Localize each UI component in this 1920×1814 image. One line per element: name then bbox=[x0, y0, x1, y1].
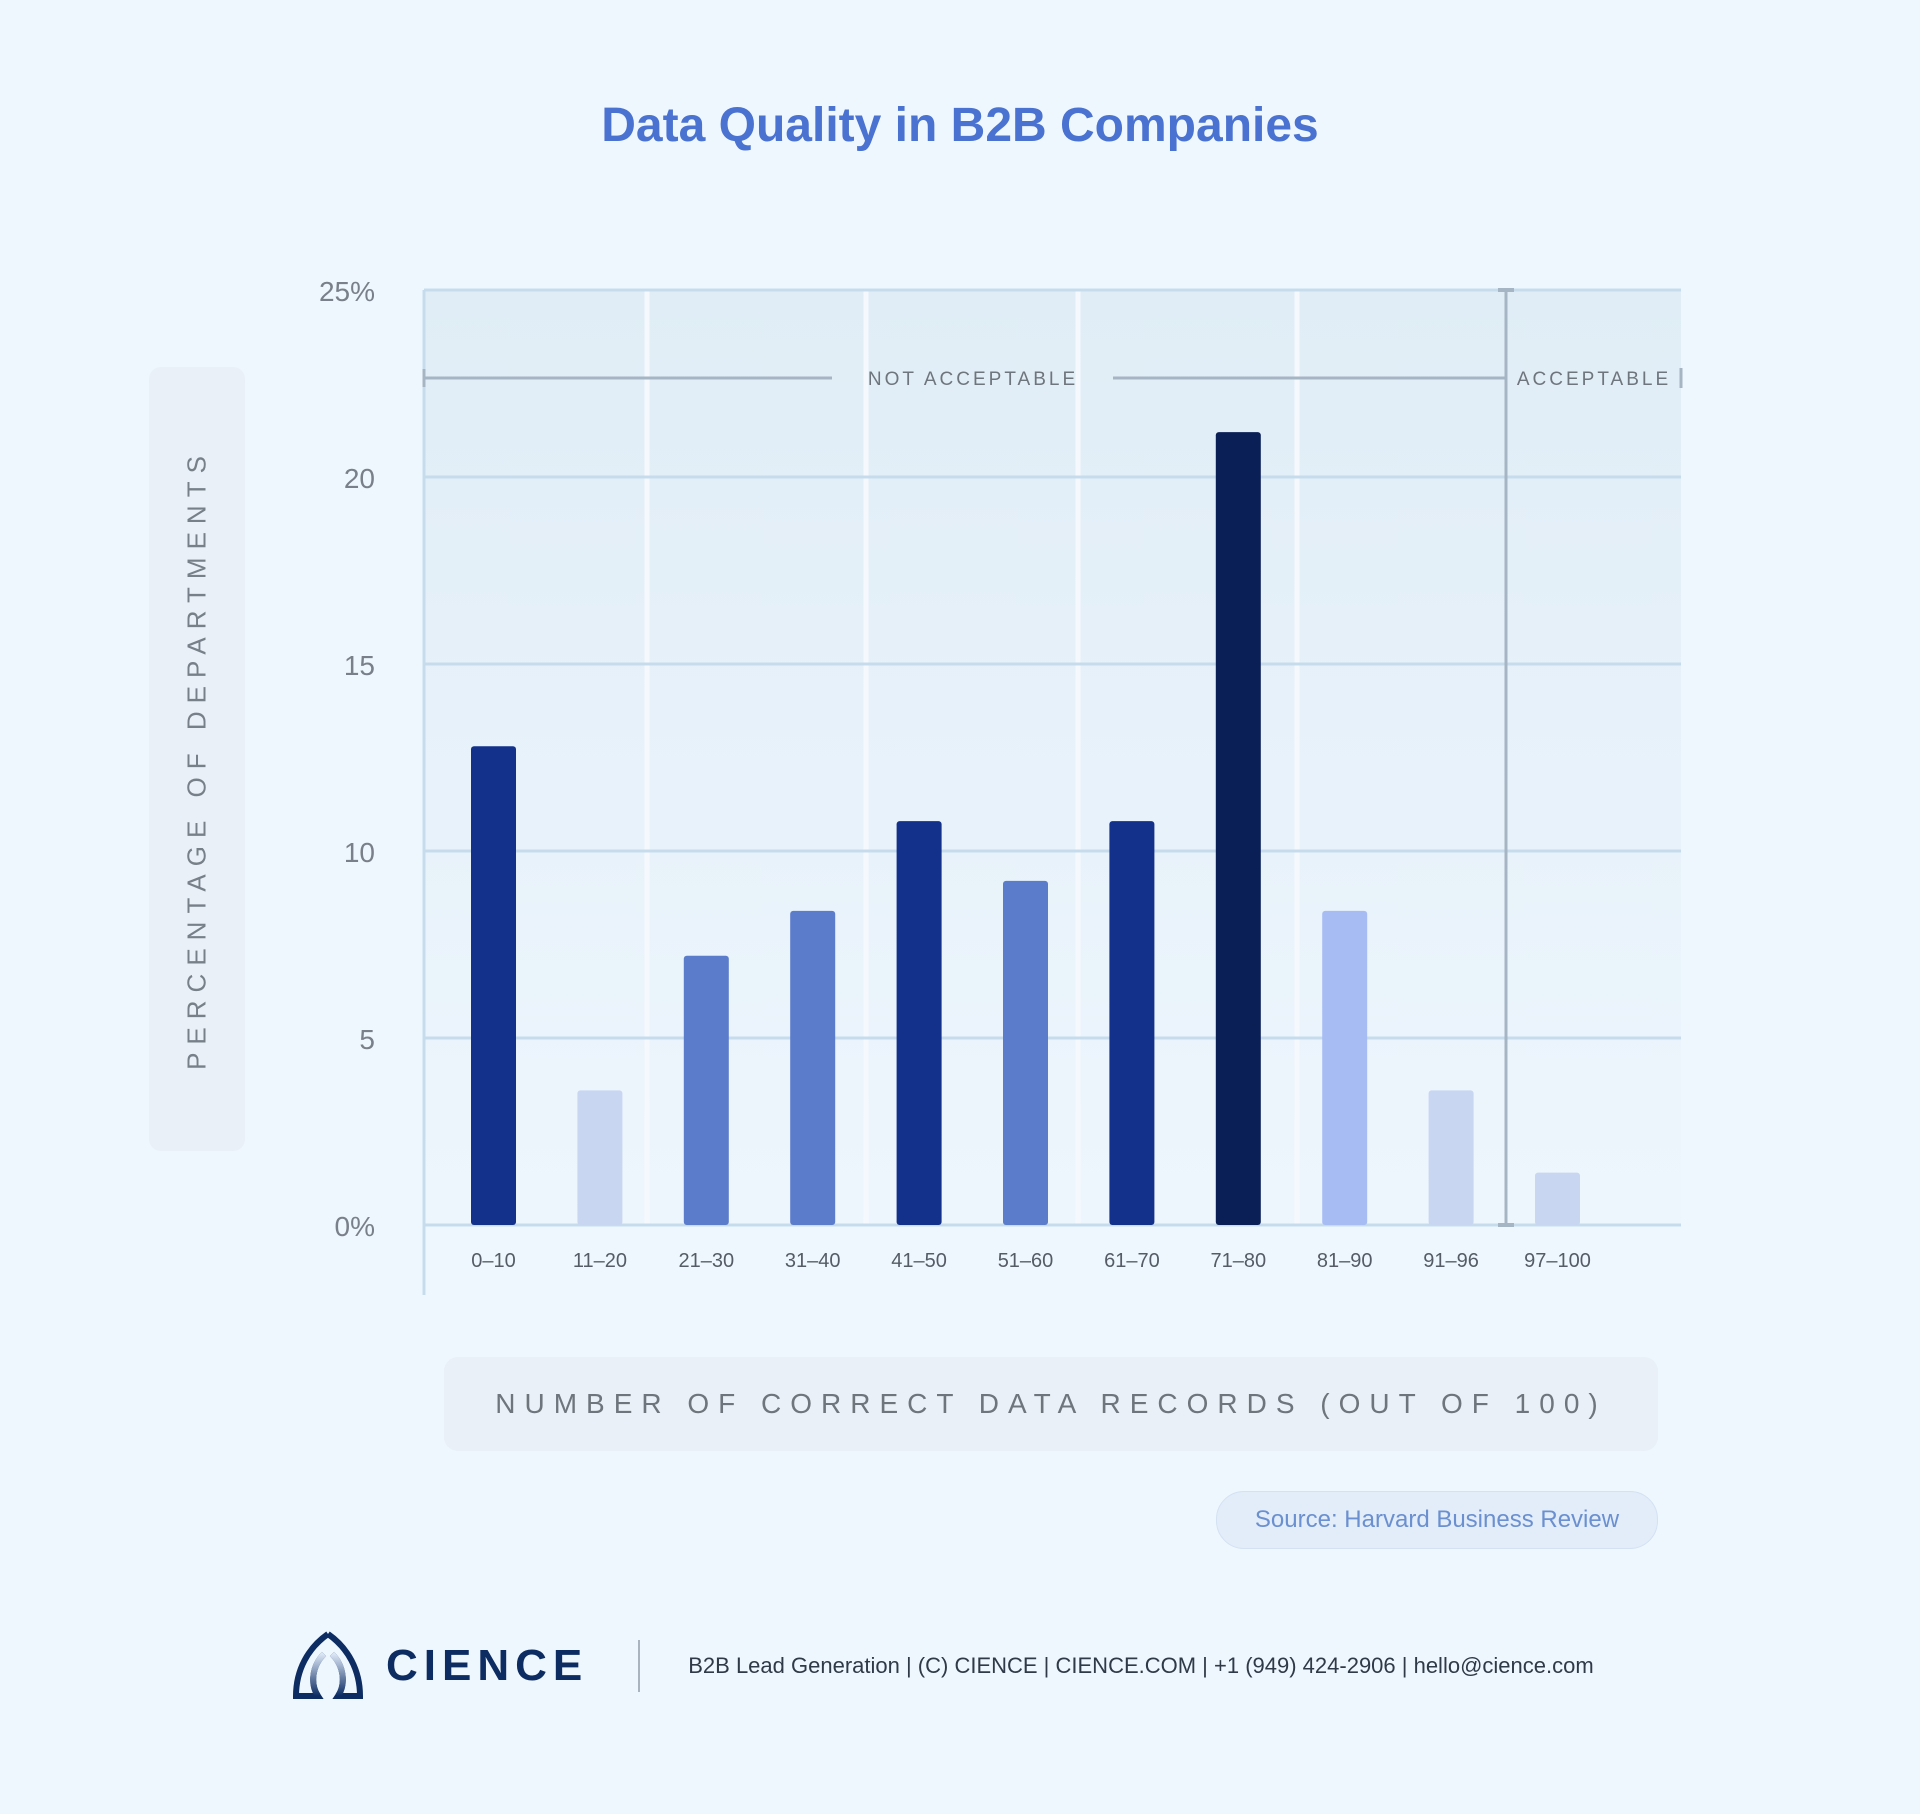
acceptable-label: ACCEPTABLE bbox=[1517, 369, 1671, 390]
y-tick-label: 15 bbox=[344, 650, 375, 681]
not-acceptable-label: NOT ACCEPTABLE bbox=[868, 369, 1078, 390]
x-tick-label: 41–50 bbox=[891, 1250, 947, 1272]
bar-81–90 bbox=[1322, 910, 1368, 1225]
bar-0–10 bbox=[471, 746, 516, 1225]
y-tick-label: 10 bbox=[344, 837, 375, 868]
source-badge: Source: Harvard Business Review bbox=[1216, 1491, 1658, 1549]
bar-11–20 bbox=[577, 1090, 623, 1225]
x-tick-label: 91–96 bbox=[1423, 1250, 1479, 1272]
y-axis-label-box bbox=[149, 367, 245, 1151]
cience-logo-icon bbox=[292, 1631, 364, 1699]
footer-divider bbox=[638, 1640, 641, 1692]
bar-51–60 bbox=[1003, 880, 1048, 1225]
x-tick-label: 21–30 bbox=[678, 1250, 734, 1272]
bar-31–40 bbox=[790, 910, 836, 1225]
y-tick-label: 20 bbox=[344, 463, 375, 494]
footer-text: B2B Lead Generation | (C) CIENCE | CIENC… bbox=[688, 1653, 1594, 1678]
bar-97–100 bbox=[1535, 1172, 1580, 1225]
plot-area bbox=[424, 290, 1681, 1225]
brand-name: CIENCE bbox=[386, 1641, 589, 1690]
x-tick-label: 0–10 bbox=[471, 1250, 516, 1272]
bar-91–96 bbox=[1428, 1090, 1474, 1225]
x-tick-label: 71–80 bbox=[1210, 1250, 1266, 1272]
chart-title: Data Quality in B2B Companies bbox=[601, 99, 1319, 152]
x-tick-label: 97–100 bbox=[1524, 1250, 1591, 1272]
bar-41–50 bbox=[896, 821, 942, 1225]
y-tick-label: 5 bbox=[359, 1024, 375, 1055]
bar-61–70 bbox=[1109, 821, 1155, 1225]
x-tick-label: 81–90 bbox=[1317, 1250, 1373, 1272]
x-tick-label: 61–70 bbox=[1104, 1250, 1160, 1272]
bar-21–30 bbox=[683, 955, 729, 1225]
footer: CIENCE B2B Lead Generation | (C) CIENCE … bbox=[290, 1630, 1594, 1702]
x-axis-label: NUMBER OF CORRECT DATA RECORDS (OUT OF 1… bbox=[444, 1357, 1658, 1451]
y-tick-label: 0% bbox=[335, 1211, 375, 1242]
bar-71–80 bbox=[1215, 432, 1261, 1225]
x-tick-label: 11–20 bbox=[573, 1250, 627, 1272]
y-tick-label: 25% bbox=[319, 276, 375, 307]
x-tick-label: 31–40 bbox=[785, 1250, 841, 1272]
x-tick-label: 51–60 bbox=[998, 1250, 1054, 1272]
